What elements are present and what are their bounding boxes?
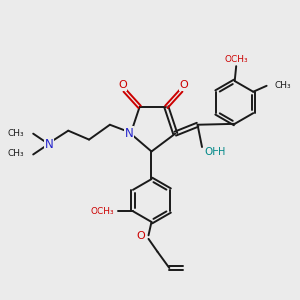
Text: OH: OH [204,147,220,158]
Text: H: H [218,147,226,158]
Text: N: N [125,127,134,140]
Text: CH₃: CH₃ [274,81,291,90]
Text: O: O [136,231,145,241]
Text: CH₃: CH₃ [8,129,24,138]
Text: O: O [179,80,188,90]
Text: OCH₃: OCH₃ [224,55,248,64]
Text: O: O [118,80,127,90]
Text: OCH₃: OCH₃ [91,207,115,216]
Text: N: N [45,138,53,151]
Text: CH₃: CH₃ [8,149,24,158]
